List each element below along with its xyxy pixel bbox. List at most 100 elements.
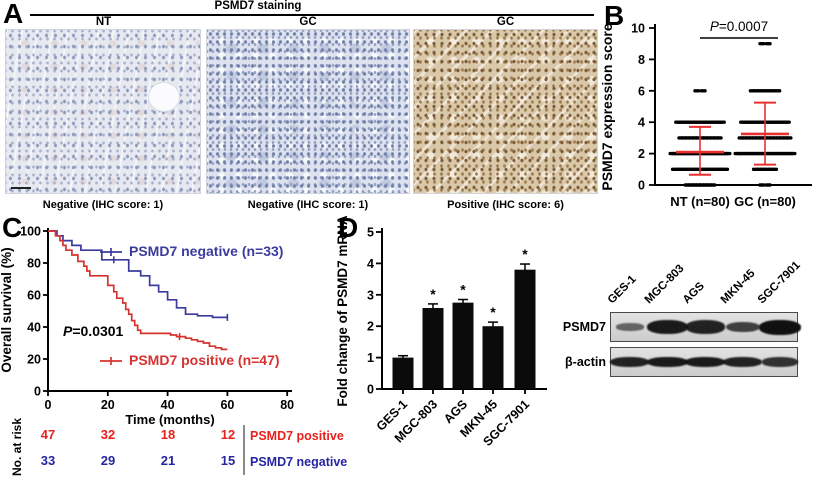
risk-count: 29 (100, 453, 116, 468)
scatter-point (718, 120, 726, 124)
blot-band (725, 321, 760, 333)
scatter-point (771, 167, 779, 171)
scatter-point (764, 183, 772, 187)
c-x-tick-label: 20 (101, 398, 115, 412)
risk-label-negative: PSMD7 negative (250, 455, 348, 469)
b-y-tick-label: 0 (638, 179, 645, 193)
risk-count: 47 (40, 427, 56, 442)
scale-bar (11, 186, 31, 189)
scatter-point (709, 183, 717, 187)
bar-MGC-803 (422, 307, 444, 389)
b-y-tick-label: 2 (638, 147, 645, 161)
km-legend-label: PSMD7 negative (n=33) (129, 243, 283, 259)
significance-star: * (460, 282, 466, 298)
c-y-tick-label: 40 (27, 321, 41, 335)
blot-band (685, 320, 725, 334)
c-y-axis-label: Overall survival (%) (0, 247, 14, 372)
d-y-tick-label: 5 (367, 226, 374, 240)
d-y-tick-label: 0 (367, 383, 374, 397)
significance-star: * (522, 246, 528, 262)
group-label-gc-1: GC (299, 16, 317, 28)
b-y-tick-label: 8 (638, 53, 645, 67)
ihc-caption-1: Negative (IHC score: 1) (42, 199, 164, 211)
blot-band (610, 356, 650, 368)
bar-GES-1 (392, 357, 414, 389)
group-label-gc-2: GC (496, 16, 515, 28)
scatter-point (764, 42, 772, 46)
ihc-image-nt-negative (5, 29, 201, 194)
blot-lane-label: SGC-7901 (755, 259, 803, 307)
risk-count: 15 (220, 453, 236, 468)
blot-row-label-psmd7: PSMD7 (562, 320, 606, 334)
c-x-axis-label: Time (months) (125, 412, 214, 427)
c-x-tick-label: 0 (45, 398, 52, 412)
c-x-tick-label: 80 (280, 398, 294, 412)
blot-lane-label: GES-1 (605, 273, 639, 307)
panel-c-survival-plot: 0 20 40 60 80 100 0 20 40 60 80 Time (months) Overal… (0, 225, 294, 428)
scatter-point (693, 89, 701, 93)
panel-b-letter: B (604, 0, 625, 31)
b-axes (654, 24, 812, 186)
ihc-image-gc-negative (206, 29, 410, 194)
panel-a-title: PSMD7 staining (214, 0, 302, 12)
b-y-tick-label: 6 (638, 84, 645, 98)
blot-band (759, 319, 802, 335)
d-y-tick-label: 1 (367, 351, 374, 365)
b-p-value: P=0.0007 (710, 19, 768, 34)
b-group-label: GC (n=80) (734, 194, 796, 209)
blot-band (684, 356, 726, 368)
d-y-tick-label: 2 (367, 320, 374, 334)
c-p-value: P=0.0301 (63, 323, 124, 339)
panel-a-letter: A (3, 0, 24, 29)
b-y-tick-label: 4 (638, 116, 645, 130)
scatter-point (724, 151, 732, 156)
scatter-point (699, 89, 707, 93)
scatter-point (789, 151, 797, 156)
risk-table-divider (243, 425, 245, 475)
b-y-tick-label: 10 (631, 22, 645, 36)
group-label-nt: NT (95, 16, 112, 28)
blot-band (723, 356, 763, 368)
panel-d-bar-chart: 012345GES-1*MGC-803*AGS*MKN-45*SGC-7901F… (335, 215, 547, 449)
blot-lane-label: MGC-803 (643, 262, 687, 307)
bar-MKN-45 (482, 326, 504, 389)
panel-d-letter: D (338, 212, 359, 243)
c-x-tick-label: 40 (161, 398, 175, 412)
significance-star: * (430, 286, 436, 302)
ihc-caption-2: Negative (IHC score: 1) (247, 199, 369, 211)
c-x-tick-label: 60 (220, 398, 234, 412)
b-group-label: NT (n=80) (670, 194, 730, 209)
blot-band (647, 319, 688, 335)
scatter-point (774, 89, 782, 93)
panel-a-header-rule (30, 14, 594, 16)
c-y-tick-label: 100 (20, 225, 41, 239)
ihc-image-gc-positive (413, 29, 598, 194)
blot-band (762, 357, 799, 367)
scatter-point (785, 136, 793, 140)
scatter-point (758, 42, 766, 46)
c-y-tick-label: 0 (34, 385, 41, 399)
risk-count: 21 (160, 453, 176, 468)
c-y-tick-label: 20 (27, 353, 41, 367)
scatter-point (715, 136, 723, 140)
c-y-tick-label: 80 (27, 257, 41, 271)
blot-strip-psmd7 (610, 312, 802, 342)
km-legend-label: PSMD7 positive (n=47) (129, 352, 280, 368)
risk-count: 32 (100, 427, 116, 442)
b-y-axis-label: PSMD7 expression score (599, 23, 615, 191)
gland-lumen (148, 82, 180, 112)
bar-AGS (452, 302, 474, 389)
blot-strip-actin (610, 347, 799, 377)
km-curve-positive (48, 230, 228, 351)
blot-band (615, 323, 644, 331)
risk-label-positive: PSMD7 positive (250, 429, 344, 443)
blot-row-label-actin: β-actin (565, 355, 606, 369)
significance-star: * (490, 304, 496, 320)
blot-lane-label: AGS (680, 280, 707, 307)
d-y-tick-label: 4 (367, 257, 374, 271)
blot-band (647, 356, 688, 368)
d-y-tick-label: 3 (367, 288, 374, 302)
blot-lane-label: MKN-45 (718, 267, 758, 307)
bar-SGC-7901 (514, 269, 536, 389)
